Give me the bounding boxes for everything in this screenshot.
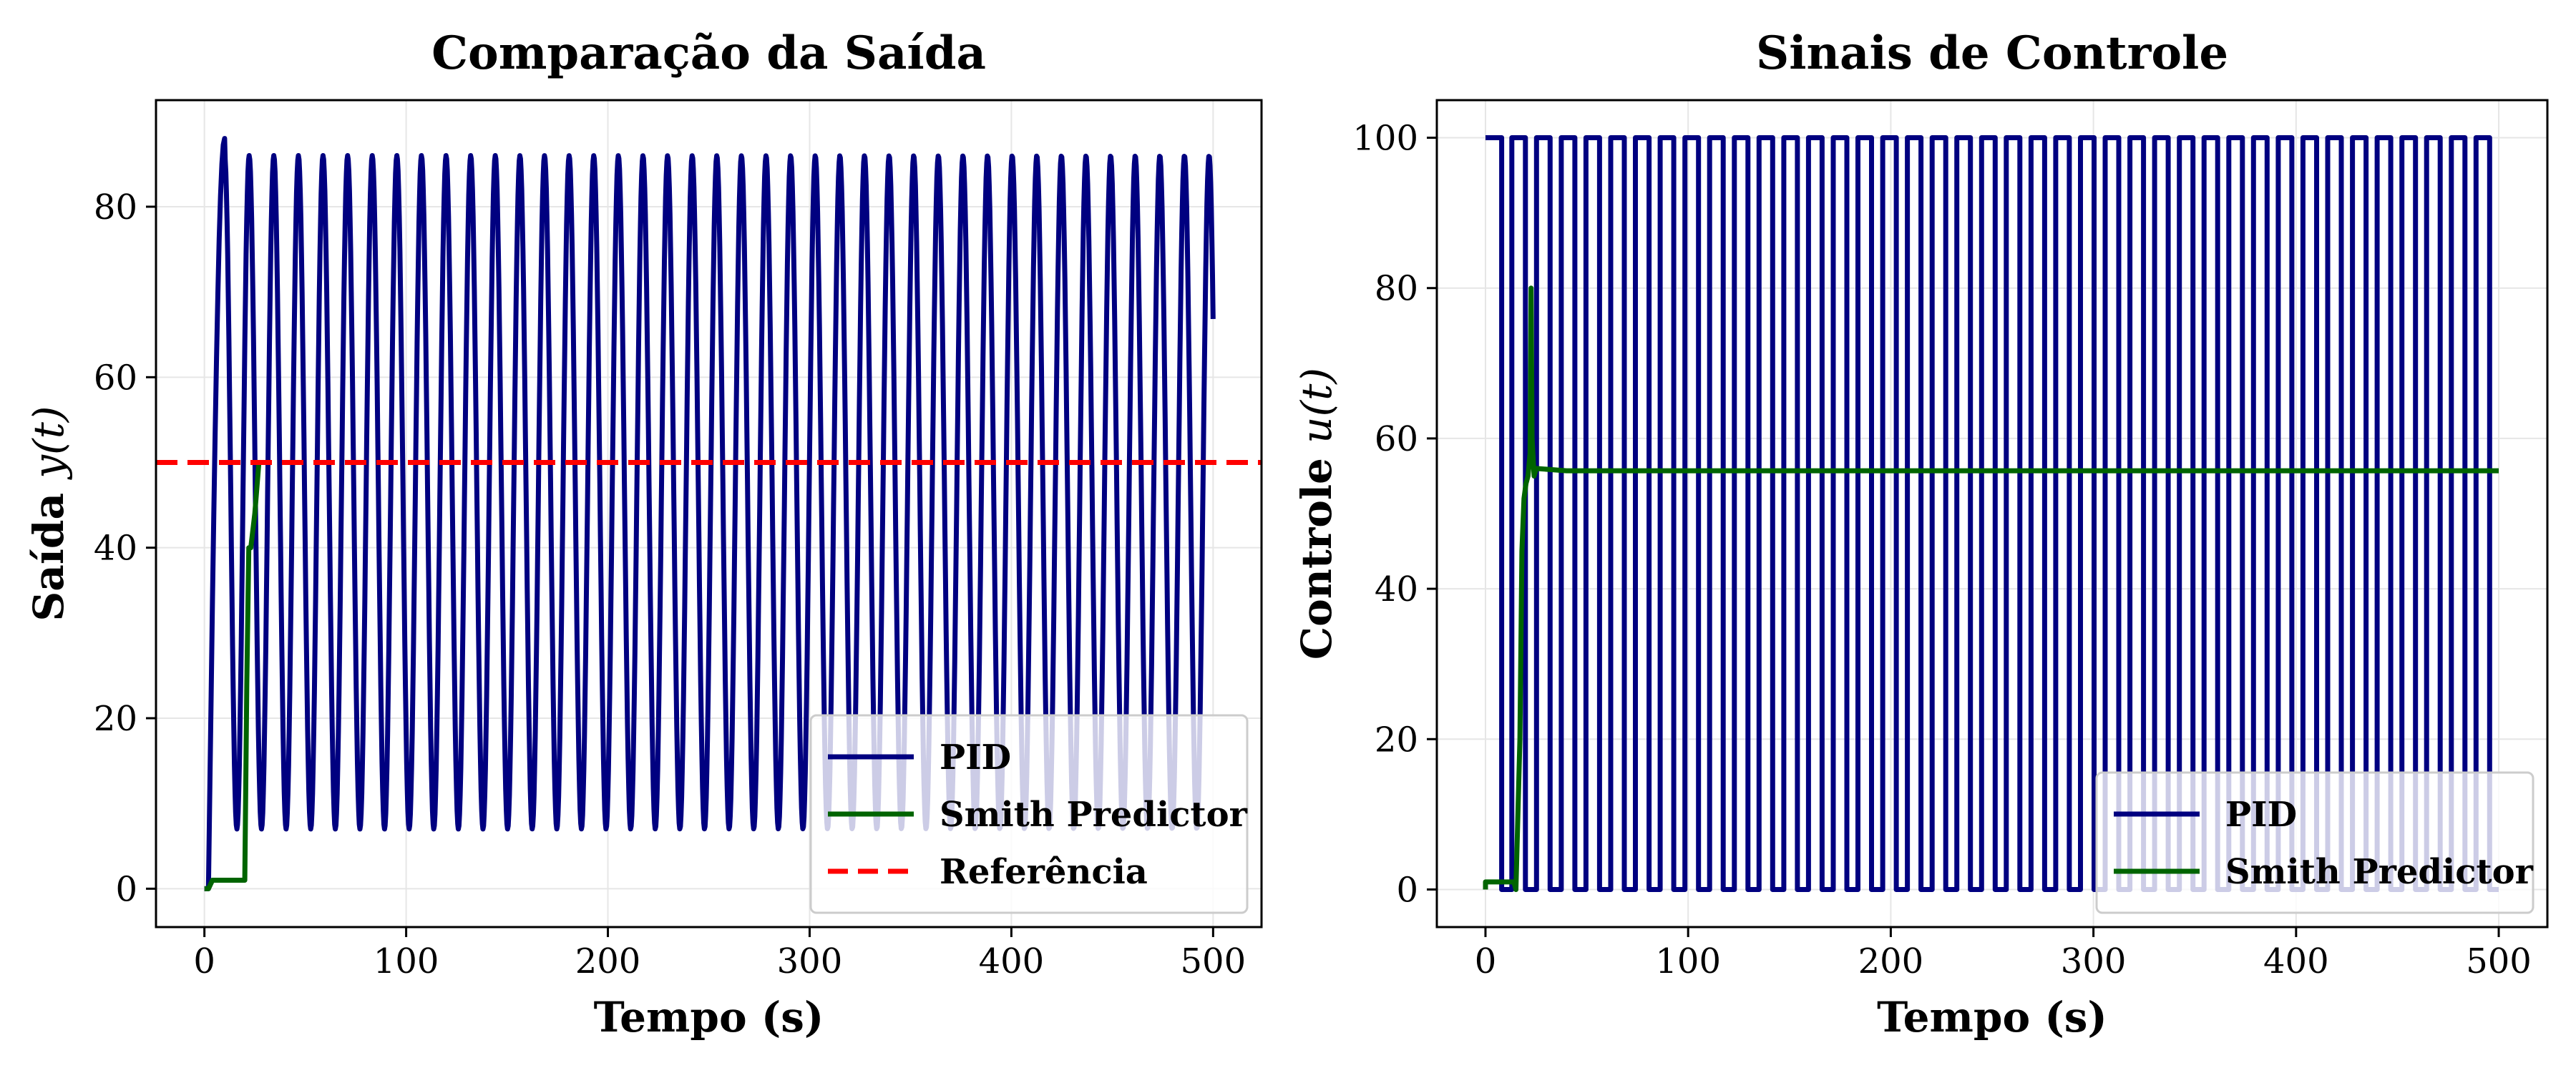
chart-title: Comparação da Saída: [431, 26, 986, 80]
x-axis-label: Tempo (s): [594, 993, 824, 1042]
y-axis-label-prefix: Controle: [1292, 444, 1341, 660]
y-tick-label: 80: [1375, 269, 1418, 309]
legend-label: Smith Predictor: [940, 795, 1248, 835]
series-smith-predictor: [1483, 285, 2499, 892]
y-tick-label: 0: [1396, 870, 1418, 910]
y-axis-label: Controle u(t): [1292, 368, 1341, 660]
series-smith-predictor: [204, 460, 265, 891]
y-tick-label: 60: [1375, 419, 1418, 459]
y-axis-label-variable: u(t): [1292, 368, 1341, 444]
y-axis-label-prefix: Saída: [24, 479, 73, 622]
ticks: 0 100 200 300 400 500 0 20 40 60 80 100: [1352, 119, 2531, 981]
y-tick-label: 0: [115, 869, 137, 909]
y-tick-label: 80: [94, 187, 137, 227]
series-pid: [1485, 135, 2499, 892]
x-tick-label: 200: [1858, 941, 1924, 981]
x-tick-label: 300: [2061, 941, 2127, 981]
x-tick-label: 500: [2466, 941, 2532, 981]
axes-frame: [155, 99, 1263, 929]
x-tick-label: 400: [979, 941, 1045, 981]
x-tick-label: 300: [777, 941, 843, 981]
x-tick-label: 100: [1655, 941, 1721, 981]
y-axis-label: Saída y(t): [24, 406, 73, 621]
legend: PID Smith Predictor: [2095, 771, 2534, 914]
legend-label: Referência: [940, 852, 1148, 892]
chart-title: Sinais de Controle: [1756, 26, 2228, 80]
legend-box: [809, 714, 1249, 914]
chart-control-signals: 0 100 200 300 400 500 0 20 40 60 80 100 Sinais de C…: [1292, 26, 2549, 1042]
chart-output-comparison: 0 100 200 300 400 500 0 20 40 60 80 Comparação da …: [24, 26, 1263, 1042]
y-axis-label-variable: y(t): [24, 406, 73, 480]
y-tick-label: 20: [1375, 720, 1418, 760]
axes-frame: [1435, 99, 2549, 929]
legend-box: [2095, 771, 2534, 914]
legend-label: Smith Predictor: [2225, 852, 2534, 892]
x-axis-label: Tempo (s): [1877, 993, 2107, 1042]
y-tick-label: 100: [1352, 119, 1418, 159]
x-tick-label: 100: [374, 941, 439, 981]
y-tick-label: 20: [94, 699, 137, 739]
series-layer: [1483, 135, 2499, 892]
x-tick-label: 0: [1475, 941, 1497, 981]
y-tick-label: 40: [1375, 569, 1418, 609]
ticks: 0 100 200 300 400 500 0 20 40 60 80: [94, 187, 1246, 981]
y-tick-label: 60: [94, 358, 137, 398]
legend: PID Smith Predictor Referência: [809, 714, 1249, 914]
legend-label: PID: [2225, 795, 2297, 835]
x-tick-label: 0: [193, 941, 215, 981]
y-tick-label: 40: [94, 529, 137, 569]
x-tick-label: 500: [1181, 941, 1246, 981]
x-tick-label: 400: [2263, 941, 2329, 981]
x-tick-label: 200: [575, 941, 641, 981]
legend-label: PID: [940, 738, 1011, 778]
